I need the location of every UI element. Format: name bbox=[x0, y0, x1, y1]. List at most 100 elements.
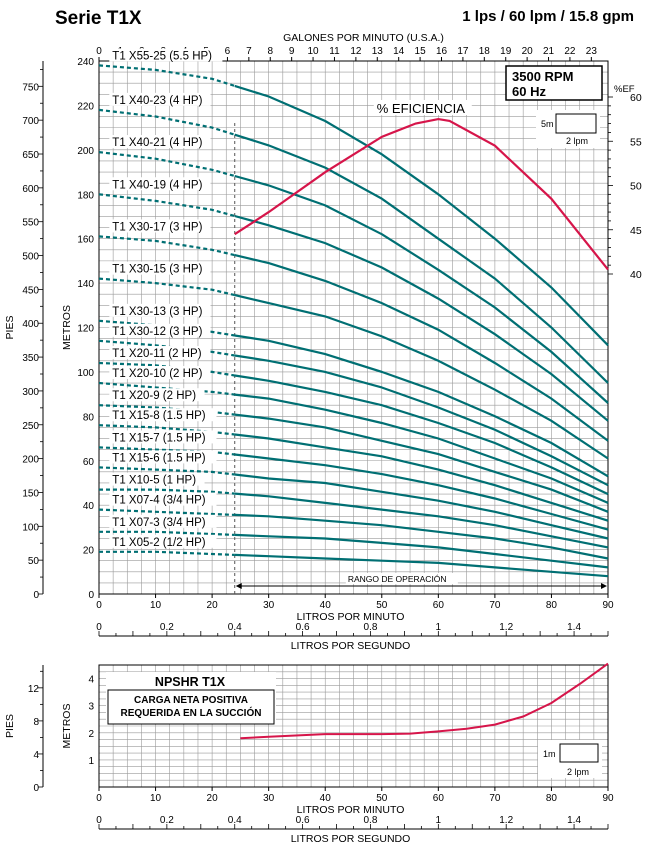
lps-tick-label: 0.8 bbox=[364, 815, 378, 826]
x-tick-label: 20 bbox=[207, 793, 219, 804]
x-tick-label: 30 bbox=[263, 600, 275, 611]
lps-tick-label: 1.2 bbox=[499, 815, 513, 826]
y-tick-label: 120 bbox=[77, 324, 94, 335]
lps-tick-label: 0.6 bbox=[296, 815, 310, 826]
pump-curve-label-bg bbox=[109, 450, 217, 464]
pump-curve-label: T1 X07-4 (3/4 HP) bbox=[112, 495, 205, 507]
x-tick-label: 50 bbox=[376, 793, 388, 804]
x-tick-label: 90 bbox=[602, 793, 614, 804]
arrow-head-left bbox=[235, 583, 242, 589]
rpm-label: 3500 RPM bbox=[512, 69, 573, 84]
pump-curve-label-bg bbox=[109, 219, 211, 233]
feet-tick-label: 150 bbox=[22, 488, 39, 499]
plot-frame bbox=[98, 664, 609, 788]
lps-tick-label: 1.4 bbox=[567, 622, 581, 633]
pump-curve-dashed bbox=[98, 508, 235, 516]
feet-tick-label: 4 bbox=[33, 750, 39, 761]
feet-tick-label: 300 bbox=[22, 387, 39, 398]
pump-curve bbox=[234, 354, 609, 487]
feet-tick-label: 550 bbox=[22, 218, 39, 229]
arrow-head-right bbox=[601, 583, 607, 589]
scale-box bbox=[555, 113, 597, 134]
feet-tick-label: 650 bbox=[22, 150, 39, 161]
y-tick-label: 20 bbox=[83, 546, 95, 557]
pump-curve-label: T1 X15-8 (1.5 HP) bbox=[112, 410, 205, 422]
lps-tick-label: 0.8 bbox=[364, 622, 378, 633]
y-tick-label: 40 bbox=[83, 501, 95, 512]
pump-curve-label: T1 X30-13 (3 HP) bbox=[112, 306, 202, 318]
pump-curve-label-bg bbox=[109, 472, 205, 486]
pump-curve-label-bg bbox=[109, 261, 211, 275]
gpm-tick-label: 11 bbox=[329, 46, 340, 57]
y-tick-label: 3 bbox=[88, 702, 94, 713]
pump-curve-label: T1 X10-5 (1 HP) bbox=[112, 475, 196, 487]
x-axis-label: LITROS POR MINUTO bbox=[297, 611, 405, 623]
x-tick-label: 50 bbox=[376, 600, 388, 611]
feet-tick-label: 100 bbox=[22, 522, 39, 533]
gpm-tick-label: 17 bbox=[457, 46, 469, 57]
pump-curve-label-bg bbox=[109, 346, 211, 360]
pump-curve-label-bg bbox=[109, 135, 211, 149]
y-tick-label: 160 bbox=[77, 235, 94, 246]
pump-curve bbox=[234, 553, 609, 578]
pump-curve-dashed bbox=[98, 193, 235, 218]
rpm-box bbox=[505, 65, 603, 101]
pump-curve-dashed bbox=[98, 64, 236, 87]
gpm-tick-label: 9 bbox=[289, 46, 295, 57]
eff-tick-label: 45 bbox=[630, 225, 642, 237]
x-tick-label: 10 bbox=[150, 793, 162, 804]
pump-curve-label: T1 X15-6 (1.5 HP) bbox=[112, 452, 205, 464]
gpm-tick-label: 10 bbox=[308, 46, 320, 57]
pump-curve bbox=[234, 492, 609, 549]
eff-tick-label: 40 bbox=[630, 269, 642, 281]
pump-curve-label: T1 X55-25 (5.5 HP) bbox=[112, 50, 212, 62]
gpm-tick-label: 21 bbox=[543, 46, 555, 57]
pump-curve-label: T1 X30-15 (3 HP) bbox=[112, 264, 202, 276]
gpm-tick-label: 16 bbox=[436, 46, 448, 57]
pump-curve-label-bg bbox=[109, 492, 217, 506]
scale-box-label: 2 lpm bbox=[567, 767, 589, 777]
pump-curve-dashed bbox=[99, 550, 235, 556]
pump-curve bbox=[234, 453, 609, 531]
npshr-subtitle: REQUERIDA EN LA SUCCIÓN bbox=[121, 706, 262, 719]
lps-tick-label: 0 bbox=[96, 815, 102, 826]
x-tick-label: 80 bbox=[546, 600, 558, 611]
gpm-tick-label: 6 bbox=[225, 46, 231, 57]
gpm-tick-label: 18 bbox=[479, 46, 491, 57]
x-tick-label: 40 bbox=[320, 793, 332, 804]
scale-box-label: 5m bbox=[541, 119, 554, 129]
gpm-tick-label: 0 bbox=[96, 46, 102, 57]
pump-curve-dashed bbox=[98, 235, 235, 257]
pump-curve bbox=[234, 374, 609, 496]
feet-tick-label: 0 bbox=[33, 590, 39, 601]
pump-curve bbox=[234, 84, 609, 347]
y-axis-label: METROS bbox=[61, 305, 73, 350]
y-tick-label: 1 bbox=[88, 756, 94, 767]
pump-curve-label-bg bbox=[109, 388, 205, 402]
series-title: Serie T1X bbox=[55, 8, 142, 29]
y-tick-label: 180 bbox=[77, 190, 94, 201]
lps-tick-label: 0.4 bbox=[228, 622, 242, 633]
y-tick-label: 240 bbox=[77, 57, 94, 68]
pump-curve bbox=[234, 174, 609, 404]
plot-frame bbox=[98, 60, 609, 595]
y-tick-label: 220 bbox=[77, 101, 94, 112]
lps-tick-label: 1 bbox=[436, 622, 442, 633]
x-tick-label: 70 bbox=[489, 600, 501, 611]
flow-rating: 1 lps / 60 lpm / 15.8 gpm bbox=[462, 8, 634, 25]
lps-axis-label: LITROS POR SEGUNDO bbox=[291, 833, 411, 845]
x-tick-label: 20 bbox=[207, 600, 219, 611]
pump-curve-dashed bbox=[99, 530, 235, 536]
efficiency-curve bbox=[234, 117, 609, 271]
gpm-tick-label: 8 bbox=[267, 46, 273, 57]
lps-tick-label: 0 bbox=[96, 622, 102, 633]
y-tick-label: 140 bbox=[77, 279, 94, 290]
pump-curve-label-bg bbox=[109, 48, 223, 62]
x-tick-label: 60 bbox=[433, 793, 445, 804]
pump-curve bbox=[234, 433, 609, 522]
pump-curve bbox=[234, 413, 609, 513]
pump-curve-label-bg bbox=[109, 177, 211, 191]
pump-curve-label-bg bbox=[109, 430, 217, 444]
